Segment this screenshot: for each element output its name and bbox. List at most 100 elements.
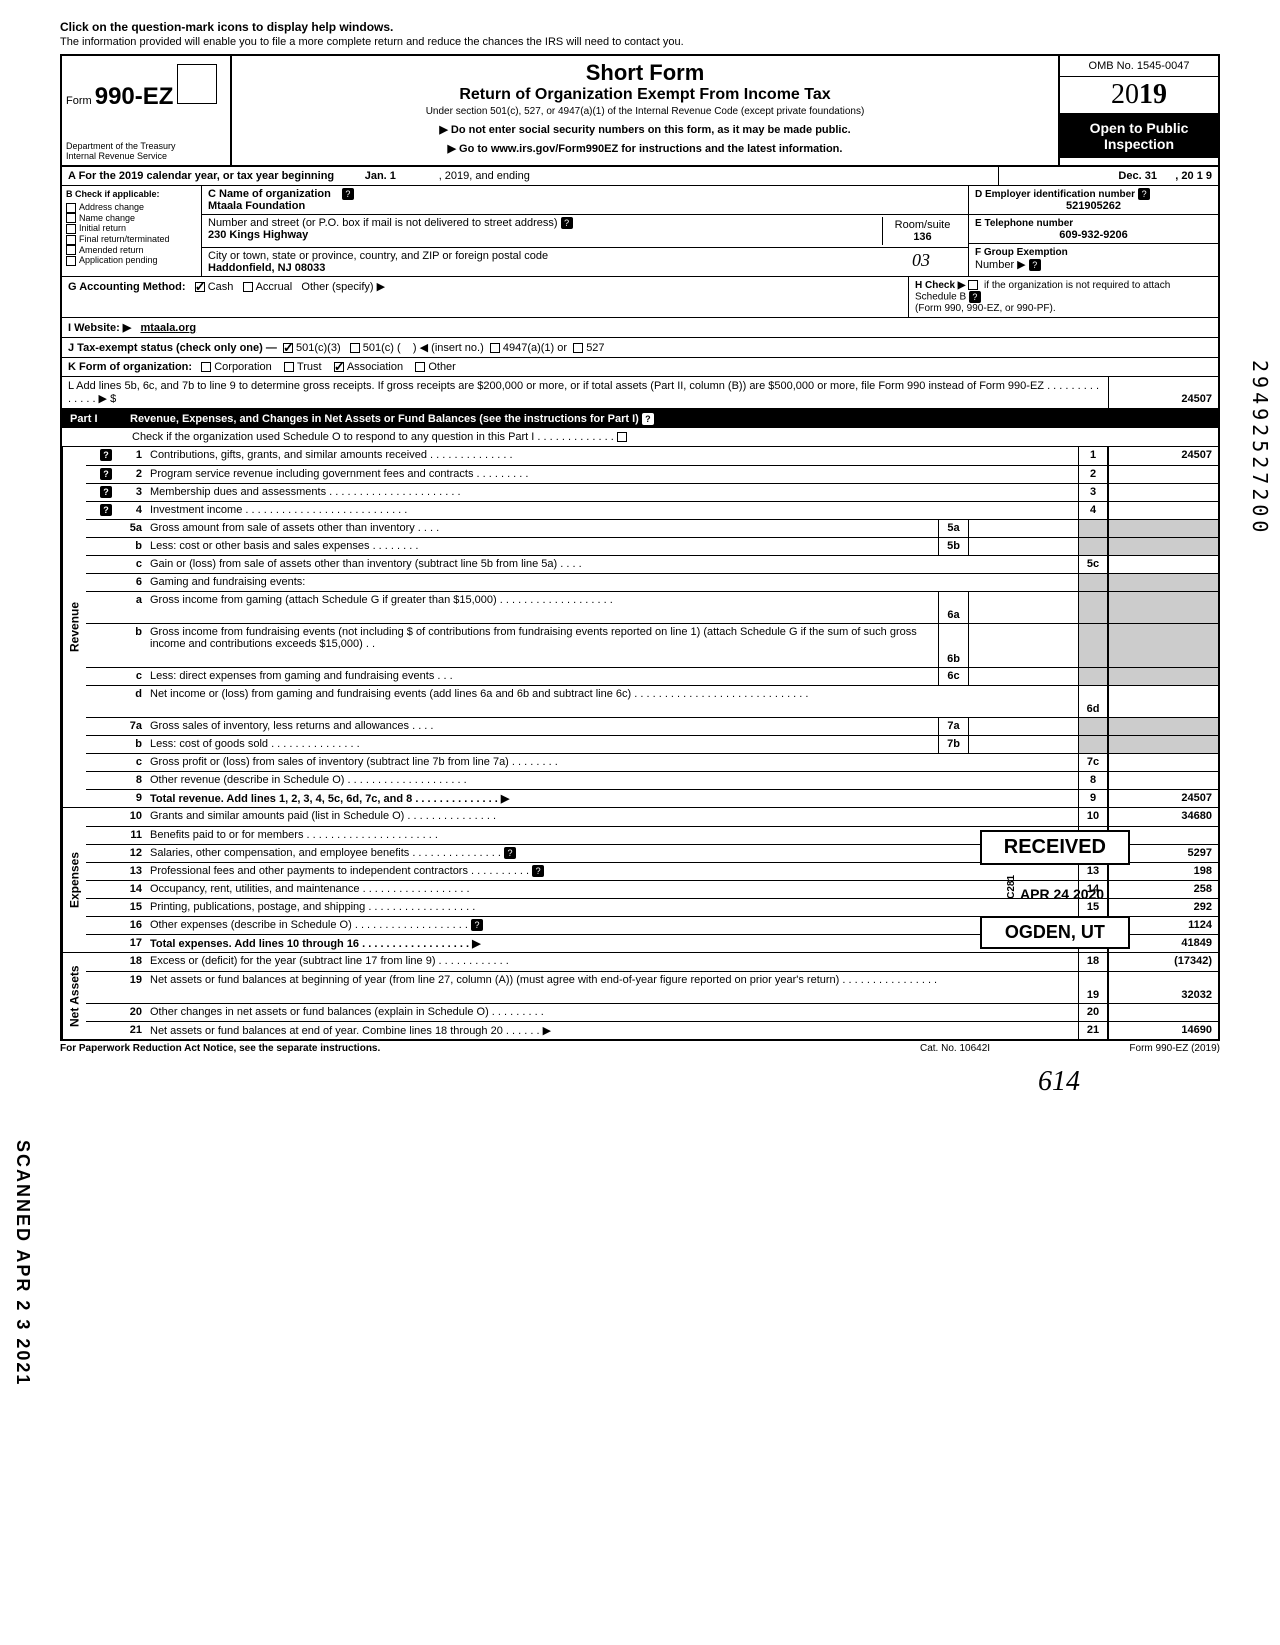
line-desc: Occupancy, rent, utilities, and maintena…	[146, 881, 1078, 898]
help-icon[interactable]: ?	[504, 847, 516, 859]
line-3: ? 3Membership dues and assessments . . .…	[86, 483, 1218, 501]
chk-initial-return[interactable]: Initial return	[66, 223, 197, 234]
f-sub: Number ▶	[975, 259, 1026, 271]
side-expenses: Expenses	[62, 808, 86, 952]
stamp-code: C281	[1006, 875, 1017, 899]
line-desc: Grants and similar amounts paid (list in…	[146, 808, 1078, 826]
treasury-line1: Department of the Treasury	[66, 141, 226, 151]
row-l: L Add lines 5b, 6c, and 7b to line 9 to …	[62, 377, 1218, 410]
help-instruction: Click on the question-mark icons to disp…	[60, 20, 1220, 34]
mid-box: 6a	[938, 592, 968, 623]
part1-title: Revenue, Expenses, and Changes in Net As…	[130, 413, 1210, 425]
help-icon[interactable]: ?	[100, 486, 112, 498]
chk-label: Name change	[79, 213, 135, 223]
line-desc: Less: cost of goods sold . . . . . . . .…	[146, 736, 938, 753]
chk-501c3[interactable]	[283, 343, 293, 353]
room-label: Room/suite	[895, 219, 951, 231]
line-desc: Net income or (loss) from gaming and fun…	[146, 686, 1078, 717]
accrual-label: Accrual	[256, 281, 293, 293]
chk-4947[interactable]	[490, 343, 500, 353]
help-icon[interactable]: ?	[100, 504, 112, 516]
line-desc: Other revenue (describe in Schedule O) .…	[146, 772, 1078, 789]
row-a-label: A For the 2019 calendar year, or tax yea…	[68, 170, 334, 182]
chk-final-return[interactable]: Final return/terminated	[66, 234, 197, 245]
row-a-end: Dec. 31 , 20 1 9	[998, 167, 1218, 185]
help-icon[interactable]: ?	[471, 919, 483, 931]
help-icon[interactable]: ?	[1138, 188, 1150, 200]
row-a-calendar-year: A For the 2019 calendar year, or tax yea…	[62, 167, 1218, 186]
chk-assoc[interactable]	[334, 362, 344, 372]
line-18: 18Excess or (deficit) for the year (subt…	[86, 953, 1218, 971]
j-d: 4947(a)(1) or	[503, 342, 567, 354]
line-5b: bLess: cost or other basis and sales exp…	[86, 537, 1218, 555]
line-desc: Program service revenue including govern…	[146, 466, 1078, 483]
row-a-mid: , 2019, and ending	[439, 170, 530, 182]
ssn-warning: ▶ Do not enter social security numbers o…	[240, 123, 1050, 136]
row-j: J Tax-exempt status (check only one) — 5…	[62, 338, 1218, 358]
chk-501c[interactable]	[350, 343, 360, 353]
chk-schedule-o[interactable]	[617, 432, 627, 442]
form-number: 990-EZ	[95, 83, 174, 110]
chk-527[interactable]	[573, 343, 583, 353]
line-7c: cGross profit or (loss) from sales of in…	[86, 753, 1218, 771]
line-21: 21Net assets or fund balances at end of …	[86, 1021, 1218, 1039]
line-desc: Other expenses (describe in Schedule O) …	[146, 917, 1078, 934]
ein-value: 521905262	[975, 200, 1212, 212]
treasury-dept: Department of the Treasury Internal Reve…	[66, 141, 226, 161]
chk-amended[interactable]: Amended return	[66, 245, 197, 256]
city-handwritten: 03	[912, 250, 962, 274]
line-desc: Gain or (loss) from sale of assets other…	[146, 556, 1078, 573]
line-2: ? 2Program service revenue including gov…	[86, 465, 1218, 483]
website-value: mtaala.org	[140, 322, 196, 334]
d-ein: D Employer identification number ? 52190…	[969, 186, 1218, 215]
line-7a: 7aGross sales of inventory, less returns…	[86, 717, 1218, 735]
line-desc: Excess or (deficit) for the year (subtra…	[146, 953, 1078, 971]
line-val: 24507	[1108, 447, 1218, 465]
chk-accrual[interactable]	[243, 282, 253, 292]
chk-trust[interactable]	[284, 362, 294, 372]
chk-schedule-b[interactable]	[968, 280, 978, 290]
chk-corp[interactable]	[201, 362, 211, 372]
col-b-checkboxes: B Check if applicable: Address change Na…	[62, 186, 202, 276]
stamp-date: APR 24 2020	[1020, 886, 1104, 902]
help-icon[interactable]: ?	[342, 188, 354, 200]
help-subnote: The information provided will enable you…	[60, 36, 1220, 48]
line-desc: Salaries, other compensation, and employ…	[146, 845, 1078, 862]
form-prefix: Form	[66, 95, 92, 107]
form-header: Form 990-EZ Department of the Treasury I…	[62, 56, 1218, 167]
city-label: City or town, state or province, country…	[208, 250, 548, 262]
line-desc: Total revenue. Add lines 1, 2, 3, 4, 5c,…	[150, 793, 509, 805]
part1-label: Part I	[70, 413, 130, 425]
line-desc: Gross sales of inventory, less returns a…	[146, 718, 938, 735]
section-bcd: B Check if applicable: Address change Na…	[62, 186, 1218, 277]
f-group: F Group Exemption Number ▶ ?	[969, 244, 1218, 273]
h-schedule-b: H Check ▶ if the organization is not req…	[908, 277, 1218, 317]
help-icon[interactable]: ?	[532, 865, 544, 877]
city-row: City or town, state or province, country…	[202, 248, 968, 276]
help-icon[interactable]: ?	[642, 413, 654, 425]
help-icon-box[interactable]: ?	[86, 447, 116, 465]
chk-other-org[interactable]	[415, 362, 425, 372]
line-desc: Less: cost or other basis and sales expe…	[146, 538, 938, 555]
help-icon[interactable]: ?	[561, 217, 573, 229]
k-other: Other	[428, 361, 456, 373]
year-prefix: 20	[1111, 79, 1139, 110]
chk-label: Address change	[79, 202, 144, 212]
row-i: I Website: ▶ mtaala.org	[62, 318, 1218, 338]
line-val	[1108, 686, 1218, 717]
line-20: 20Other changes in net assets or fund ba…	[86, 1003, 1218, 1021]
line-5c: cGain or (loss) from sale of assets othe…	[86, 555, 1218, 573]
line-val	[1108, 754, 1218, 771]
chk-application-pending[interactable]: Application pending	[66, 255, 197, 266]
org-name: Mtaala Foundation	[208, 200, 305, 212]
mid-box: 6c	[938, 668, 968, 685]
chk-name-change[interactable]: Name change	[66, 213, 197, 224]
line-desc: Other changes in net assets or fund bala…	[146, 1004, 1078, 1021]
help-icon[interactable]: ?	[100, 468, 112, 480]
c-label: C Name of organization	[208, 188, 331, 200]
chk-cash[interactable]	[195, 282, 205, 292]
help-icon[interactable]: ?	[969, 291, 981, 303]
open-to-public: Open to Public Inspection	[1060, 114, 1218, 158]
help-icon[interactable]: ?	[1029, 259, 1041, 271]
chk-address-change[interactable]: Address change	[66, 202, 197, 213]
